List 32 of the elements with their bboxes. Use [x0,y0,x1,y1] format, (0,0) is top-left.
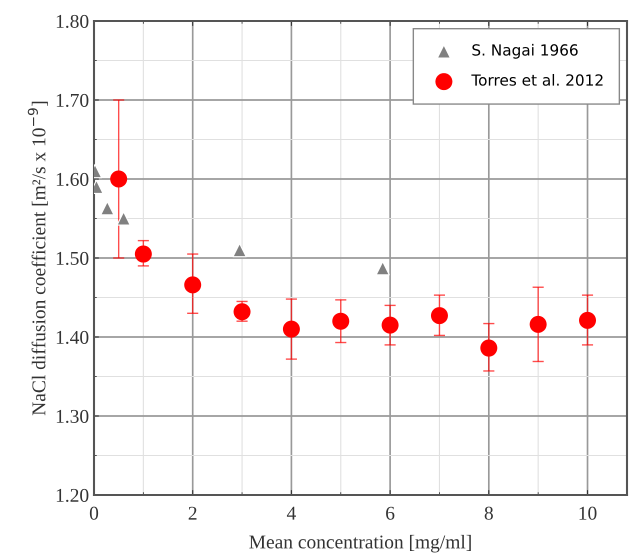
point [184,276,202,294]
legend-label: S. Nagai 1966 [472,44,578,59]
point [480,340,498,357]
point [382,316,399,334]
y-tick-label: 1.30 [56,410,88,424]
point [234,303,251,320]
x-tick-label: 4 [286,506,296,520]
point [100,201,114,216]
point [430,307,448,324]
point [332,312,350,330]
point [530,316,547,333]
point [232,242,247,258]
y-tick-label: 1.80 [56,14,88,28]
y-tick-label: 1.60 [56,172,88,186]
legend-label: Torres et al. 2012 [471,74,603,86]
x-tick-label: 2 [188,506,196,520]
x-tick-label: 8 [484,506,493,520]
point [134,246,152,263]
y-tick-label: 1.40 [56,330,88,344]
y-tick-label: 1.70 [56,94,88,108]
point [116,211,131,226]
x-tick-label: 0 [90,506,98,520]
x-tick-label: 10 [580,506,596,520]
point [579,312,596,329]
x-tick-label: 6 [386,506,394,520]
y-tick-label: 1.50 [56,252,88,266]
point [376,261,390,276]
point [282,320,300,338]
point [110,170,128,188]
y-axis-title: NaCl diffusion coefficient [m²/s x 10$^{−9}$] [28,102,48,416]
y-tick-label: 1.20 [56,488,88,502]
x-axis-title: Mean concentration [mg/ml] [249,534,471,553]
